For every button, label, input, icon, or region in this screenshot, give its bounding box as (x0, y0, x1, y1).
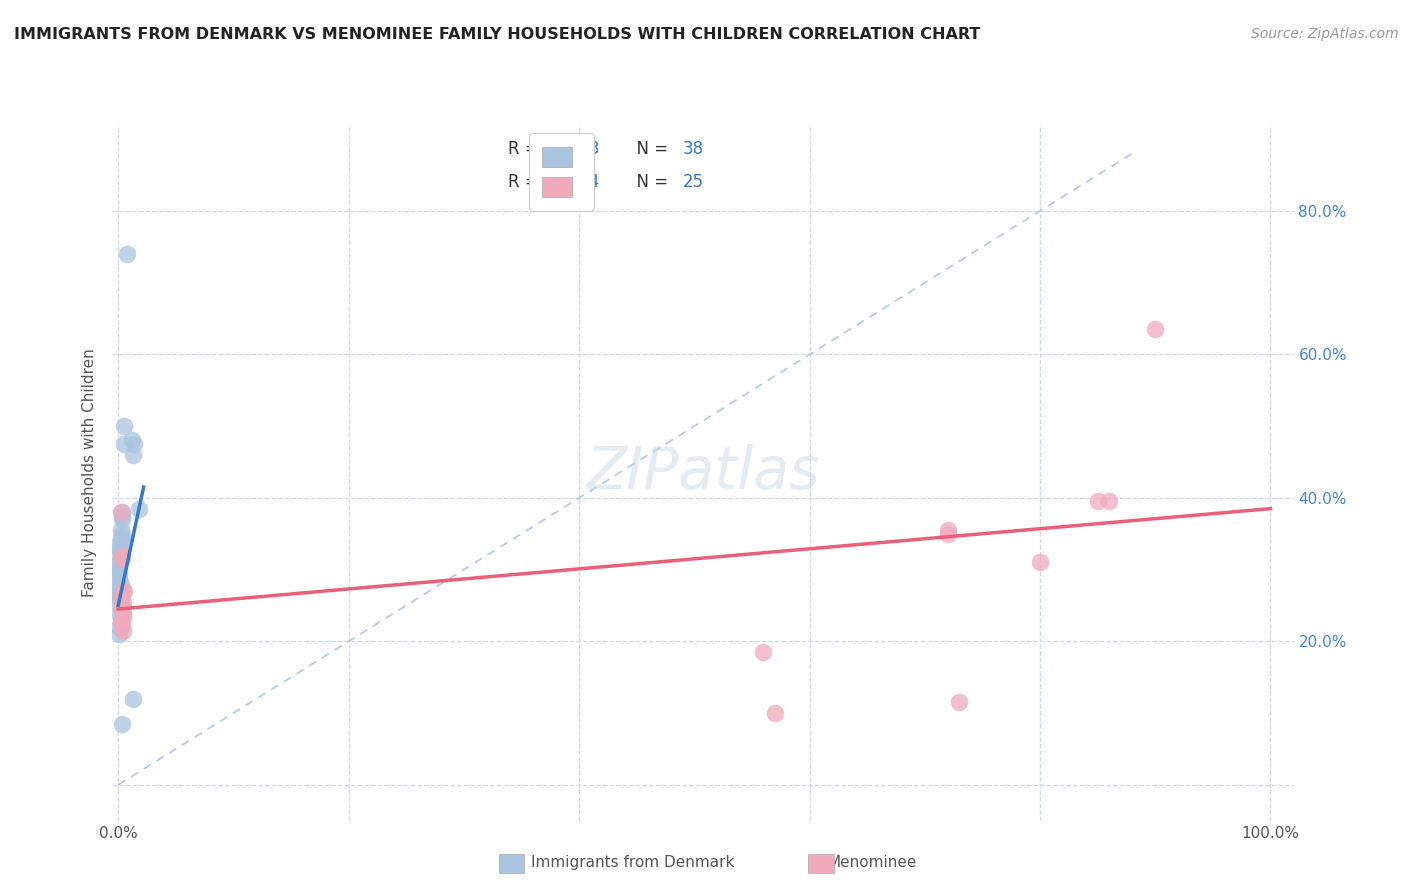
Point (936, 523, 959, 537)
Point (122, 691, 145, 706)
Point (111, 613, 134, 627)
Point (108, 581, 131, 595)
Point (752, 645, 775, 659)
Point (111, 508, 134, 523)
Point (110, 523, 132, 537)
Point (110, 577, 132, 591)
Text: 25: 25 (683, 173, 704, 191)
Point (108, 606, 131, 620)
Point (763, 706, 786, 720)
Point (110, 505, 132, 519)
Point (121, 434, 143, 448)
Text: R =: R = (508, 173, 544, 191)
Point (1087, 494, 1109, 508)
Point (110, 591, 132, 606)
Text: IMMIGRANTS FROM DENMARK VS MENOMINEE FAMILY HOUSEHOLDS WITH CHILDREN CORRELATION: IMMIGRANTS FROM DENMARK VS MENOMINEE FAM… (14, 27, 980, 42)
Point (110, 544, 132, 558)
Point (111, 716, 134, 731)
Point (108, 563, 131, 577)
Point (948, 695, 970, 709)
Text: ZIPatlas: ZIPatlas (586, 444, 820, 501)
Point (108, 556, 131, 570)
Point (108, 570, 131, 584)
Point (108, 584, 131, 599)
Point (108, 537, 131, 551)
Point (108, 620, 131, 634)
Point (108, 627, 131, 641)
Point (1098, 494, 1121, 508)
Point (111, 505, 134, 519)
Text: Menominee: Menominee (827, 855, 917, 870)
Point (112, 419, 135, 434)
Point (110, 613, 132, 627)
Point (111, 599, 134, 613)
Legend: , : , (529, 133, 593, 211)
Point (936, 526, 959, 541)
Text: Source: ZipAtlas.com: Source: ZipAtlas.com (1251, 27, 1399, 41)
Text: N =: N = (626, 140, 673, 158)
Text: R =: R = (508, 140, 544, 158)
Point (111, 609, 134, 624)
Point (122, 448, 145, 462)
Point (112, 437, 135, 451)
Point (111, 588, 134, 602)
Point (111, 548, 134, 562)
Point (112, 584, 135, 599)
Point (108, 574, 131, 588)
Point (111, 595, 134, 609)
Point (108, 566, 131, 581)
Point (111, 551, 134, 566)
Point (124, 437, 146, 451)
Text: 38: 38 (683, 140, 704, 158)
Point (111, 624, 134, 638)
Y-axis label: Family Households with Children: Family Households with Children (82, 349, 97, 597)
Point (1144, 322, 1167, 336)
Point (111, 620, 134, 634)
Point (108, 595, 131, 609)
Point (108, 548, 131, 562)
Point (111, 584, 134, 599)
Point (110, 551, 132, 566)
Text: 0.213: 0.213 (553, 140, 600, 158)
Point (111, 606, 134, 620)
Point (108, 591, 131, 606)
Text: Immigrants from Denmark: Immigrants from Denmark (531, 855, 734, 870)
Point (111, 526, 134, 541)
Point (108, 559, 131, 574)
Text: 0.394: 0.394 (553, 173, 600, 191)
Point (108, 588, 131, 602)
Point (1029, 556, 1052, 570)
Text: N =: N = (626, 173, 673, 191)
Point (111, 512, 134, 526)
Point (110, 616, 132, 631)
Point (128, 501, 150, 516)
Point (110, 530, 132, 544)
Point (111, 602, 134, 616)
Point (111, 533, 134, 548)
Point (108, 541, 131, 555)
Point (110, 602, 132, 616)
Point (117, 247, 139, 261)
